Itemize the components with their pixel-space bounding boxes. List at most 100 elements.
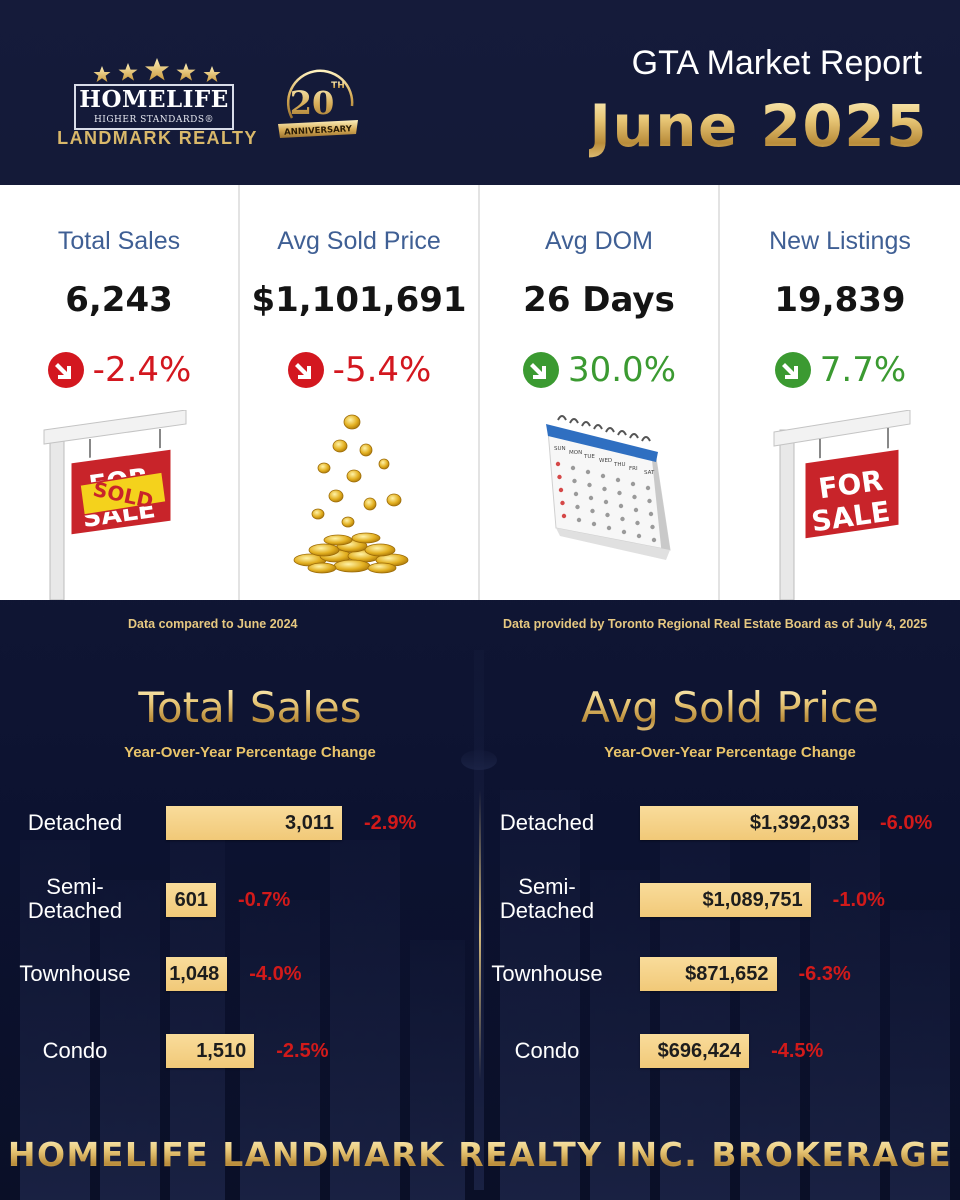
calendar-dot [648, 511, 654, 517]
source-note: Data provided by Toronto Regional Real E… [503, 617, 928, 631]
kpi-value: 19,839 [774, 280, 906, 320]
bar-percent-change: -4.5% [771, 1040, 824, 1062]
kpi-change: 7.7% [720, 350, 960, 390]
cal-day-tue: TUE [583, 454, 595, 460]
calendar-dot [647, 498, 652, 504]
up-arrow-icon [774, 352, 811, 388]
anniversary-badge-icon: 20 TH ANNIVERSARY [278, 69, 358, 138]
cal-day-mon: MON [569, 450, 582, 456]
calendar-icon: SUN MON TUE WED THU FRI SAT [546, 415, 671, 560]
bar-percent-change: -2.5% [276, 1040, 329, 1062]
kpi-label: Avg DOM [545, 227, 653, 255]
bar-category-label: Condo [42, 1038, 108, 1063]
calendar-dot [560, 500, 565, 506]
calendar-dot [590, 508, 595, 514]
calendar-dot [575, 504, 580, 510]
stars-icon [93, 58, 221, 82]
anniversary-number: 20 [290, 84, 335, 122]
kpi-label: New Listings [769, 227, 911, 255]
avg-sold-price-bar: $871,652 [640, 957, 777, 991]
kpi-card-avg-dom: Avg DOM 26 Days 30.0% SUN MON TUE W [480, 185, 720, 600]
kpi-value: 26 Days [523, 280, 675, 320]
calendar-dot [602, 486, 607, 492]
bar-category-label: Semi- Detached [499, 874, 595, 923]
kpi-cards: Total Sales 6,243 -2.4% FOR SALE SOLD Av… [0, 185, 960, 600]
calendar-dot [576, 517, 582, 523]
bar-percent-change: -4.0% [249, 963, 302, 985]
bar-category-label: Semi- Detached [27, 874, 123, 923]
calendar-dot [651, 537, 657, 543]
calendar-dot [617, 490, 622, 496]
calendar-dot [650, 524, 655, 530]
calendar-dot [606, 525, 612, 531]
calendar-dot [588, 495, 594, 501]
down-arrow-icon [287, 352, 324, 388]
kpi-value: 6,243 [65, 280, 173, 320]
kpi-change-text: -2.4% [92, 350, 192, 390]
logo-brand: HOMELIFE [79, 86, 229, 113]
calendar-dot [618, 503, 624, 509]
calendar-dot [591, 521, 597, 527]
calendar-dot [645, 485, 651, 491]
calendar-dot [557, 474, 562, 480]
calendar-dot [633, 507, 639, 513]
kpi-card-total-sales: Total Sales 6,243 -2.4% FOR SALE SOLD [0, 185, 240, 600]
calendar-dot [570, 465, 576, 471]
calendar-dot [636, 533, 642, 539]
logo-sub-brand: LANDMARK REALTY [57, 128, 258, 148]
calendar-dot [587, 482, 592, 488]
up-arrow-icon [522, 352, 559, 388]
avg-sold-price-bar: $1,392,033 [640, 806, 858, 840]
calendar-dot [572, 478, 577, 484]
calendar-dot [615, 477, 621, 483]
logo-box: HOMELIFE HIGHER STANDARDS® [74, 84, 234, 130]
bar-category-label: Detached [499, 810, 595, 835]
calendar-dot [605, 512, 610, 518]
total-sales-bar: 1,510 [166, 1034, 255, 1068]
sold-sign-icon: FOR SALE SOLD [43, 410, 187, 600]
logo-tagline: HIGHER STANDARDS® [93, 115, 215, 125]
gold-coins-icon [293, 414, 409, 574]
homelife-logo: HOMELIFE HIGHER STANDARDS® LANDMARK REAL… [50, 58, 370, 158]
report-title: GTA Market Report [631, 44, 922, 82]
calendar-dot [630, 481, 636, 487]
cal-day-sat: SAT [644, 470, 655, 476]
section-divider [479, 790, 481, 1080]
kpi-change: 30.0% [480, 350, 718, 390]
calendar-dot [621, 529, 627, 535]
avg-sold-price-bar: $696,424 [640, 1034, 750, 1068]
calendar-dot [558, 487, 564, 493]
kpi-change-text: -5.4% [332, 350, 432, 390]
calendar-dot [561, 513, 567, 519]
total-sales-bar: 3,011 [166, 806, 342, 840]
cal-day-wed: WED [599, 458, 612, 464]
calendar-dot [573, 491, 579, 497]
kpi-change-text: 7.7% [819, 350, 907, 390]
calendar-dot [555, 461, 561, 467]
calendar-dot [632, 494, 637, 500]
for-sale-sign-icon: FOR SALE [773, 410, 911, 600]
cal-day-fri: FRI [629, 466, 638, 472]
anniversary-suffix: TH [331, 81, 345, 91]
kpi-card-avg-sold-price: Avg Sold Price $1,101,691 -5.4% [240, 185, 480, 600]
bar-percent-change: -1.0% [832, 889, 885, 911]
cal-day-sun: SUN [554, 446, 566, 452]
kpi-change-text: 30.0% [567, 350, 676, 390]
calendar-dot [585, 469, 591, 475]
header: HOMELIFE HIGHER STANDARDS® LANDMARK REAL… [0, 0, 960, 185]
kpi-card-new-listings: New Listings 19,839 7.7% FOR SALE [720, 185, 960, 600]
total-sales-chart-title: Total Sales [10, 683, 490, 732]
bar-category-label: Detached [27, 810, 123, 835]
cal-day-thu: THU [613, 462, 626, 468]
bar-category-label: Condo [514, 1038, 580, 1063]
calendar-dot [603, 499, 609, 505]
kpi-label: Total Sales [57, 227, 181, 255]
bar-category-label: Townhouse [491, 961, 603, 986]
footer-brokerage: HOMELIFE LANDMARK REALTY INC. BROKERAGE [0, 1135, 960, 1174]
avg-sold-price-bar: $1,089,751 [640, 883, 811, 917]
city-skyline-background [20, 650, 950, 1200]
avg-price-chart-subtitle: Year-Over-Year Percentage Change [604, 744, 856, 761]
kpi-change: -5.4% [240, 350, 478, 390]
down-arrow-icon [47, 352, 84, 388]
